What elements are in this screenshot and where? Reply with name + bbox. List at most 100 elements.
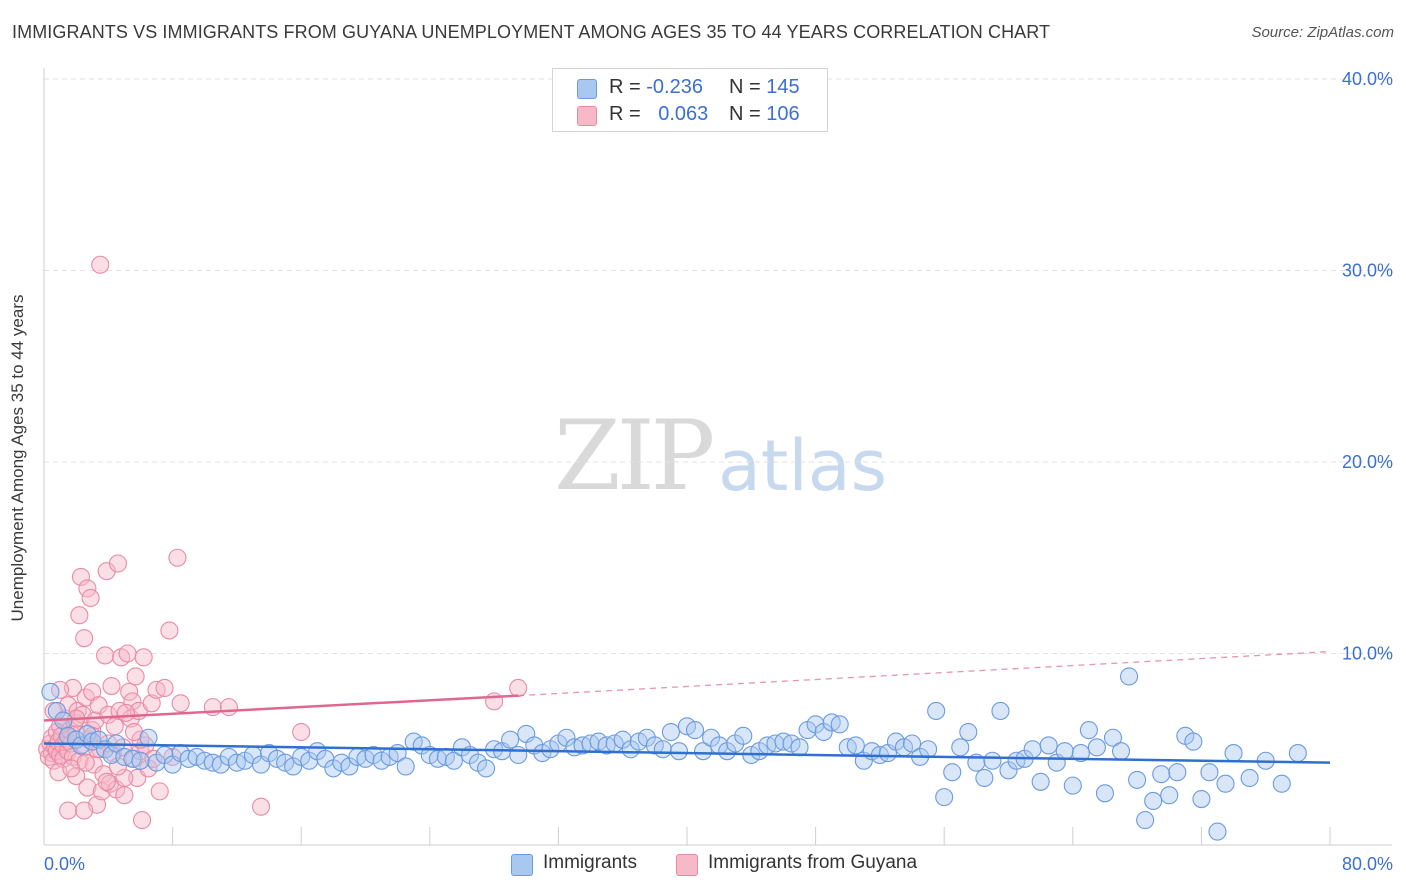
data-point-guyana [120,682,139,701]
legend-n-label: N = [729,103,761,125]
chart-title: IMMIGRANTS VS IMMIGRANTS FROM GUYANA UNE… [12,22,1051,42]
data-point-immigrants [1095,784,1114,803]
data-point-guyana [168,548,187,567]
data-point-immigrants [1192,789,1211,809]
data-point-guyana [71,567,91,586]
y-axis-label: Unemployment Among Ages 35 to 44 years [8,294,27,622]
data-point-immigrants [1160,786,1179,805]
legend-r-label: R = [609,103,641,125]
data-point-guyana [70,606,89,625]
data-point-immigrants [669,742,689,761]
data-point-immigrants [991,701,1010,721]
data-point-immigrants [1111,742,1131,761]
data-point-guyana [251,797,271,816]
data-point-guyana [89,696,108,715]
data-point-immigrants [131,751,150,770]
x-tick-label: 0.0% [44,854,85,874]
data-point-guyana [133,811,152,830]
data-point-guyana [99,705,118,724]
data-point-guyana [105,717,124,736]
data-point-guyana [509,678,528,698]
data-point-immigrants [139,728,158,747]
data-point-immigrants [1055,742,1074,761]
data-point-immigrants [509,745,528,765]
data-point-immigrants [1039,736,1058,755]
data-point-guyana [219,698,238,717]
data-point-immigrants [790,738,809,757]
bottom-legend-swatch-immigrants [511,854,533,876]
data-point-guyana [76,753,95,772]
data-point-guyana [81,588,100,608]
y-tick-label: 10.0% [1342,644,1393,664]
data-point-immigrants [444,751,463,770]
data-point-guyana [75,801,94,820]
data-point-immigrants [685,721,705,740]
legend-r-guyana: R = 0.063 [609,103,708,126]
source-label: Source: ZipAtlas.com [1251,24,1394,41]
legend-n-label: N = [729,76,761,98]
data-point-guyana [155,678,174,698]
data-point-immigrants [902,734,922,753]
data-point-immigrants [501,730,520,749]
data-point-immigrants [694,742,713,761]
legend-n-value: 145 [766,76,800,98]
data-point-guyana [102,677,121,696]
legend-r-value: 0.063 [658,103,709,125]
legend-r-immigrants: R = -0.236 [609,76,703,99]
bottom-legend-label-immigrants: Immigrants [543,852,637,873]
bottom-legend-swatch-guyana [676,854,698,876]
watermark-atlas: atlas [718,425,888,507]
data-point-immigrants [935,788,954,807]
data-point-guyana [59,801,78,820]
data-point-immigrants [1208,822,1227,841]
data-point-immigrants [943,763,962,782]
data-point-immigrants [951,738,970,757]
data-point-guyana [150,782,169,801]
y-tick-label: 40.0% [1342,69,1393,89]
data-point-immigrants [477,759,496,778]
data-point-guyana [116,703,136,722]
data-point-immigrants [983,751,1002,770]
data-point-immigrants [1079,721,1098,740]
data-point-immigrants [919,740,938,759]
data-point-guyana [115,786,134,805]
y-tick-label: 30.0% [1342,261,1393,281]
data-point-immigrants [846,736,865,755]
legend-r-label: R = [609,76,641,98]
trend-line-guyana-extension [518,650,1331,697]
x-tick-label: 80.0% [1342,854,1393,874]
data-point-guyana [97,772,116,791]
legend-n-guyana: N = 106 [729,103,800,126]
legend-swatch-guyana [577,106,597,126]
data-point-immigrants [1031,772,1050,791]
data-point-immigrants [959,722,978,742]
data-point-guyana [160,621,179,640]
data-point-guyana [126,667,145,686]
data-point-guyana [118,644,137,663]
data-point-guyana [292,722,311,742]
data-point-guyana [96,646,115,665]
legend-swatch-immigrants [577,79,597,99]
data-point-immigrants [661,722,680,742]
data-point-immigrants [41,682,60,701]
legend-r-value: -0.236 [646,76,703,98]
data-point-guyana [108,757,127,776]
data-point-immigrants [653,740,672,759]
data-point-immigrants [1023,740,1042,759]
data-point-immigrants [830,715,849,734]
data-point-immigrants [734,726,753,745]
data-point-immigrants [1087,738,1106,757]
data-point-guyana [123,692,142,711]
data-point-immigrants [1168,763,1187,782]
data-point-immigrants [1152,765,1171,784]
watermark-zip: ZIP [554,400,715,512]
bottom-legend-label-guyana: Immigrants from Guyana [708,852,918,873]
data-point-guyana [108,554,127,573]
data-point-immigrants [1128,770,1147,789]
data-point-immigrants [1288,744,1307,763]
trend-line-immigrants [43,742,1331,764]
data-point-immigrants [396,757,415,776]
y-tick-label: 20.0% [1342,452,1393,472]
data-point-immigrants [1200,763,1219,782]
